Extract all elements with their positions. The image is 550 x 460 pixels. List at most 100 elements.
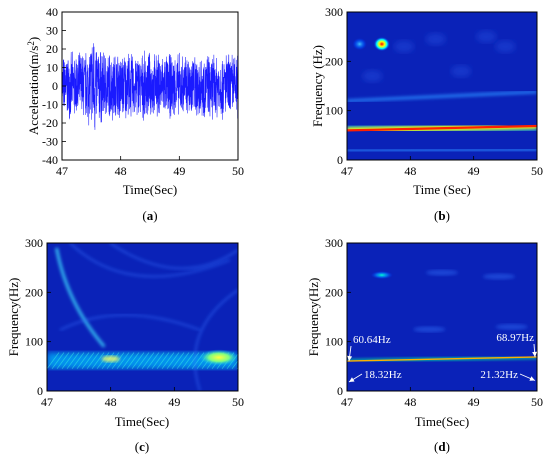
noise-patch [362, 70, 383, 83]
panel-label-a: (a) [142, 208, 157, 223]
x-axis-ticks-b: 47 48 49 50 [341, 156, 543, 178]
band-texture [151, 352, 165, 370]
y-tick-label: 30 [46, 24, 58, 38]
band-texture [81, 352, 95, 370]
band-texture [146, 352, 160, 370]
y-tick-label: 0 [337, 384, 343, 398]
band-texture [96, 352, 110, 370]
band-texture [71, 352, 85, 370]
panel-d: 60.64Hz 68.97Hz 18.32Hz 21.32Hz 47 48 49 50 0 1… [306, 236, 543, 454]
band-texture [61, 352, 75, 370]
noise-patch [425, 33, 446, 46]
panel-label-c: (c) [135, 439, 149, 454]
x-axis-ticks-d: 47 48 49 50 [341, 387, 543, 409]
band-texture [236, 366, 238, 370]
noise-patch [495, 40, 516, 53]
band-texture [56, 352, 70, 370]
energy-blob [373, 37, 390, 52]
x-axis-label-a: Time(Sec) [123, 182, 177, 197]
x-axis-ticks-c: 47 48 49 50 [41, 387, 244, 409]
noise-patch [495, 323, 528, 330]
spectrogram-features-b [347, 30, 537, 153]
x-tick-label: 47 [341, 164, 353, 178]
band-texture [51, 352, 65, 370]
band-texture [86, 352, 100, 370]
band-texture [181, 352, 195, 370]
y-axis-label-a: Acceleration(m/s2) [26, 37, 41, 135]
annotation-arrowhead [532, 351, 538, 357]
band-texture [121, 352, 135, 370]
y-axis-ticks-d: 0 100 200 300 [325, 236, 351, 398]
y-axis-ticks-c: 0 100 200 300 [25, 236, 51, 398]
background-streak [193, 289, 238, 391]
x-tick-label: 49 [468, 164, 480, 178]
ridge-core [347, 124, 537, 132]
band-texture [176, 352, 190, 370]
panel-c: 47 48 49 50 0 100 200 300 Time(Sec) Frequency(… [6, 236, 254, 454]
spectrogram-features-c [47, 243, 254, 391]
x-tick-label: 48 [115, 164, 127, 178]
y-tick-label: 100 [25, 335, 43, 349]
frequency-annotation-label: 68.97Hz [496, 332, 534, 344]
y-axis-label-d: Frequency(Hz) [306, 278, 321, 357]
y-axis-label-superscript-a: 2 [26, 41, 36, 46]
spectrogram-background-b [347, 12, 537, 160]
ridge-faint [347, 90, 537, 103]
x-tick-label: 47 [56, 164, 68, 178]
band-texture [136, 352, 150, 370]
band-texture [156, 352, 170, 370]
y-tick-label: 300 [25, 236, 43, 250]
band-texture [166, 352, 180, 370]
x-tick-label: 47 [341, 395, 353, 409]
y-tick-label: -30 [42, 135, 58, 149]
noise-patch [394, 40, 414, 53]
band-texture [171, 352, 185, 370]
annotation-arrowhead [347, 355, 353, 362]
x-axis-label-c: Time(Sec) [115, 414, 169, 429]
x-tick-label: 49 [173, 164, 185, 178]
panel-a: 47 48 49 50 -40 -30 -20 -10 0 10 20 30 40 Time(Sec)… [26, 5, 244, 223]
band-texture [242, 353, 254, 369]
y-tick-label: 200 [325, 285, 343, 299]
band-texture [76, 352, 90, 370]
plot-frame-c [46, 242, 239, 392]
panel-label-b: (b) [434, 208, 450, 223]
noise-patch [483, 273, 515, 280]
pinch-highlight [101, 355, 120, 362]
x-tick-label: 48 [404, 164, 416, 178]
x-tick-label: 49 [468, 395, 480, 409]
y-tick-label: 10 [46, 61, 58, 75]
band-texture [141, 352, 155, 370]
annotation-arrowhead [529, 376, 535, 381]
y-tick-label: -20 [42, 116, 58, 130]
frequency-annotation-label: 21.32Hz [480, 369, 518, 381]
y-tick-label: 0 [37, 384, 43, 398]
y-axis-ticks-a: -40 -30 -20 -10 0 10 20 30 40 [42, 5, 66, 167]
annotation-arrowhead [349, 377, 355, 382]
band-texture [116, 352, 130, 370]
frequency-annotation-label: 18.32Hz [364, 369, 402, 381]
plot-frame-b [346, 11, 538, 161]
ridge-core [347, 356, 537, 362]
y-tick-label: 100 [325, 335, 343, 349]
y-axis-ticks-b: 0 100 200 300 [325, 5, 351, 167]
ridge-faint [347, 148, 537, 153]
y-axis-label-b: Frequency (Hz) [310, 45, 325, 127]
background-streak [69, 243, 231, 278]
acceleration-signal-line [62, 43, 238, 130]
y-tick-label: 200 [25, 285, 43, 299]
band-texture [126, 352, 140, 370]
x-axis-ticks-a: 47 48 49 50 [56, 156, 244, 178]
noise-patch [426, 269, 458, 276]
y-tick-label: 0 [52, 79, 58, 93]
x-tick-label: 50 [531, 164, 543, 178]
plot-frame-d [346, 242, 538, 392]
band-texture [231, 359, 238, 370]
noise-patch [476, 30, 497, 43]
band-texture [131, 352, 145, 370]
noise-patch [413, 326, 446, 333]
band-texture [47, 352, 60, 370]
spectrogram-features-d [347, 269, 537, 364]
energy-blob [352, 38, 367, 51]
x-tick-label: 49 [168, 395, 180, 409]
